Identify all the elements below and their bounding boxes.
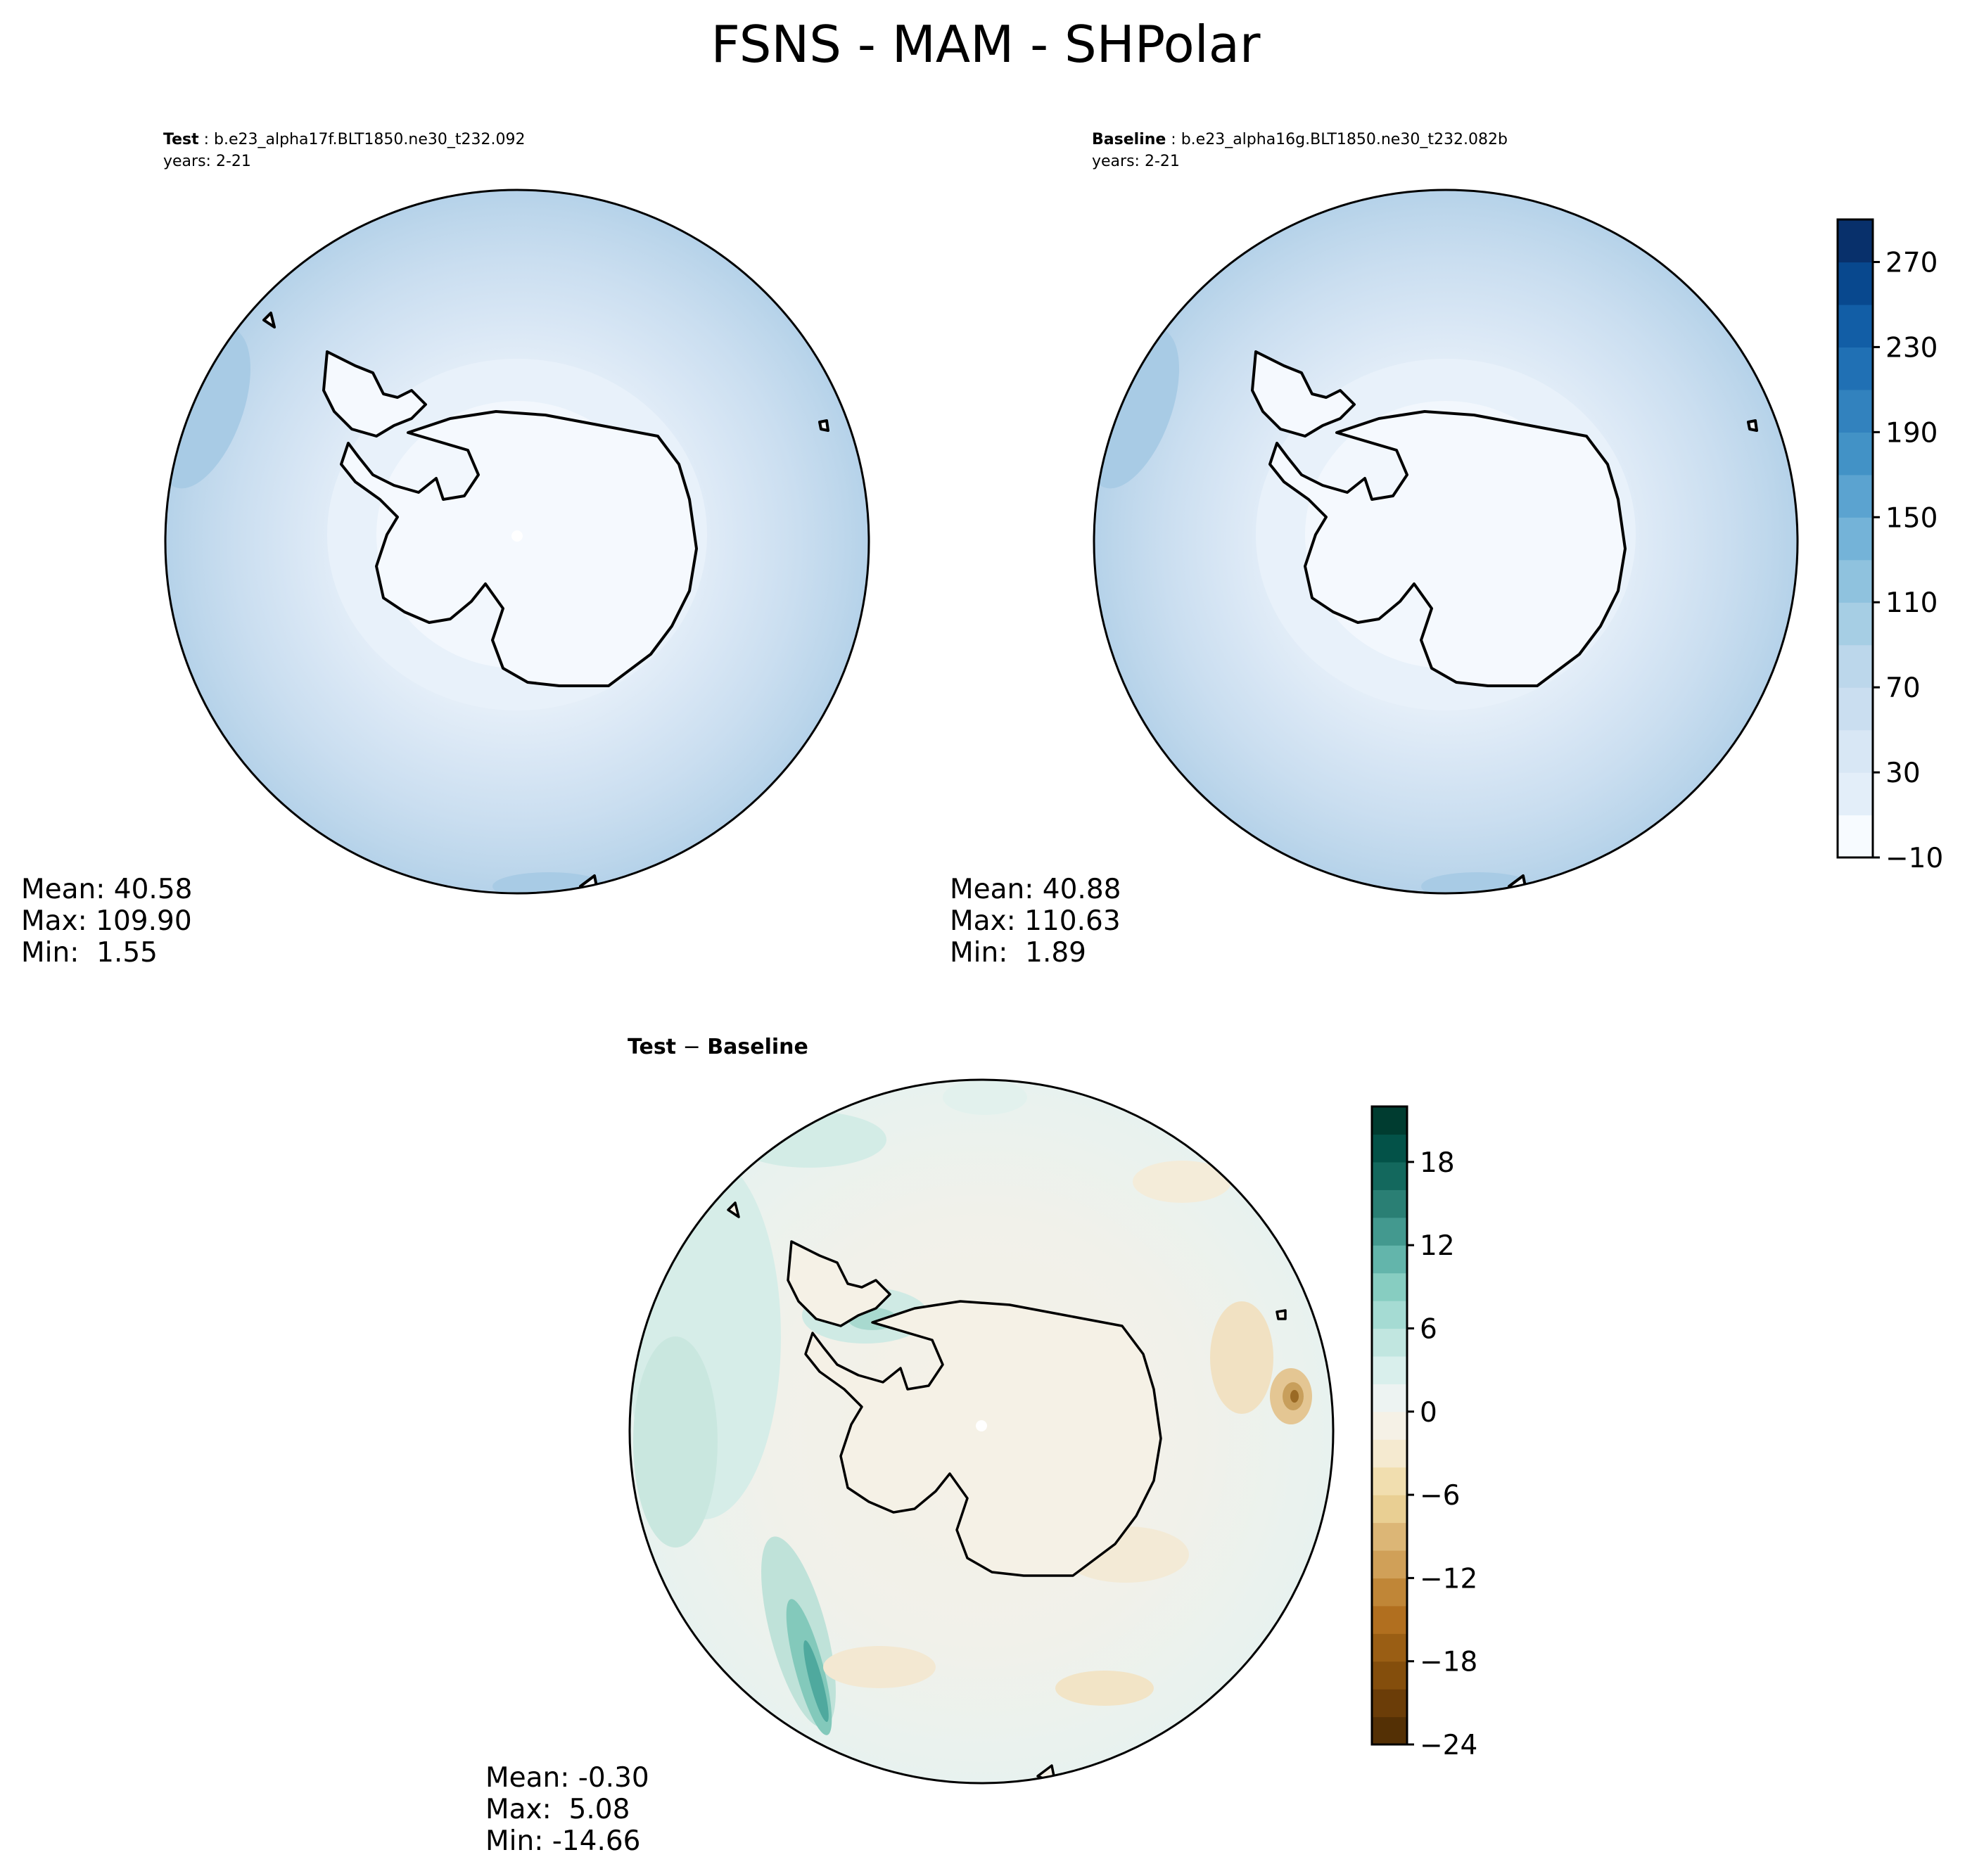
baseline-header: Baseline : b.e23_alpha16g.BLT1850.ne30_t…: [1092, 131, 1508, 148]
diff-title-baseline: Baseline: [707, 1035, 808, 1059]
baseline-years: years: 2-21: [1092, 153, 1180, 170]
colorbar-main-tick-label: 230: [1885, 332, 1938, 364]
diff-map-border: [628, 1078, 1335, 1785]
colorbar-diff-band: [1372, 1495, 1407, 1524]
colorbar-main-band: [1838, 262, 1873, 305]
colorbar-diff-band: [1372, 1134, 1407, 1163]
colorbar-main-tick-label: 270: [1885, 247, 1938, 279]
test-colon: :: [199, 131, 214, 148]
colorbar-diff-tick-label: −12: [1420, 1563, 1477, 1595]
colorbar-diff-ticks: 18 12 6 0 −6 −12 −18 −24: [1407, 1147, 1477, 1761]
colorbar-main-band: [1838, 389, 1873, 433]
diff-stat-min: Min: -14.66: [485, 1825, 640, 1857]
colorbar-main-tick-label: 110: [1885, 587, 1938, 619]
colorbar-main-band: [1838, 474, 1873, 518]
baseline-colon: :: [1166, 131, 1181, 148]
colorbar-main-band: [1838, 219, 1873, 263]
colorbar-main-tick-label: 190: [1885, 417, 1938, 449]
diff-map: [630, 1080, 1333, 1783]
colorbar-main-band: [1838, 559, 1873, 603]
colorbar-diff-tick-label: −24: [1420, 1730, 1477, 1761]
colorbar-main-band: [1838, 602, 1873, 646]
test-years: years: 2-21: [163, 153, 251, 170]
colorbar-diff-band: [1372, 1355, 1407, 1384]
colorbar-diff-band: [1372, 1633, 1407, 1662]
colorbar-diff-band: [1372, 1578, 1407, 1607]
colorbar-diff-band: [1372, 1550, 1407, 1578]
colorbar-main-ticks: 270 230 190 150 110 70 30 −10: [1873, 247, 1943, 874]
test-case-name: b.e23_alpha17f.BLT1850.ne30_t232.092: [214, 131, 525, 148]
colorbar-main-band: [1838, 304, 1873, 347]
colorbar-main-band: [1838, 687, 1873, 731]
colorbar-diff-frame: [1370, 1105, 1408, 1746]
colorbar-diff-tick-label: 18: [1420, 1147, 1455, 1179]
diff-title-sep: −: [676, 1035, 707, 1059]
colorbar-diff-band: [1372, 1439, 1407, 1468]
colorbar-diff-band: [1372, 1467, 1407, 1495]
colorbar-main-tick-label: 70: [1885, 672, 1921, 704]
colorbar-main-band: [1838, 729, 1873, 773]
test-stat-mean: Mean: 40.58: [21, 874, 192, 905]
colorbar-diff-band: [1372, 1301, 1407, 1329]
test-header: Test : b.e23_alpha17f.BLT1850.ne30_t232.…: [163, 131, 525, 148]
colorbar-main-band: [1838, 347, 1873, 390]
colorbar-main-band: [1838, 432, 1873, 476]
baseline-case-name: b.e23_alpha16g.BLT1850.ne30_t232.082b: [1181, 131, 1508, 148]
colorbar-diff-band: [1372, 1245, 1407, 1274]
colorbar-diff-tick-label: 0: [1420, 1397, 1437, 1429]
colorbar-diff-bands: [1372, 1106, 1407, 1745]
colorbar-main: 270 230 190 150 110 70 30 −10: [1836, 218, 1943, 874]
colorbar-diff-band: [1372, 1328, 1407, 1357]
colorbar-diff-tick-label: 12: [1420, 1230, 1455, 1262]
baseline-stat-min: Min: 1.89: [950, 937, 1086, 969]
colorbar-diff-band: [1372, 1161, 1407, 1190]
colorbar-diff-band: [1372, 1384, 1407, 1412]
colorbar-diff-band: [1372, 1272, 1407, 1301]
colorbar-diff-band: [1372, 1106, 1407, 1135]
test-stat-max: Max: 109.90: [21, 905, 192, 937]
colorbar-diff-band: [1372, 1689, 1407, 1718]
colorbar-diff-band: [1372, 1217, 1407, 1246]
colorbar-diff-band: [1372, 1716, 1407, 1745]
test-stat-min: Min: 1.55: [21, 937, 158, 969]
colorbar-main-band: [1838, 815, 1873, 858]
diff-stat-mean: Mean: -0.30: [485, 1762, 649, 1794]
colorbar-diff-band: [1372, 1522, 1407, 1551]
colorbar-main-tick-label: −10: [1885, 843, 1943, 874]
baseline-map-border: [1093, 189, 1799, 895]
colorbar-main-band: [1838, 644, 1873, 688]
test-map-border: [164, 189, 870, 895]
colorbar-main-band: [1838, 517, 1873, 561]
colorbar-main-band: [1838, 772, 1873, 816]
colorbar-diff-band: [1372, 1189, 1407, 1218]
baseline-panel: Baseline : b.e23_alpha16g.BLT1850.ne30_t…: [950, 131, 1799, 969]
colorbar-main-tick-label: 150: [1885, 502, 1938, 534]
colorbar-diff: 18 12 6 0 −6 −12 −18 −24: [1370, 1105, 1477, 1761]
colorbar-diff-band: [1372, 1411, 1407, 1440]
colorbar-main-bands: [1838, 219, 1873, 858]
colorbar-main-tick-label: 30: [1885, 758, 1921, 789]
baseline-map: [1094, 190, 1798, 893]
diff-title-test: Test: [628, 1035, 676, 1059]
colorbar-diff-band: [1372, 1661, 1407, 1690]
colorbar-diff-tick-label: −6: [1420, 1480, 1461, 1512]
colorbar-diff-tick-label: 6: [1420, 1313, 1437, 1345]
diff-panel: Test − Baseline: [485, 1035, 1335, 1857]
figure-title: FSNS - MAM - SHPolar: [711, 15, 1261, 74]
test-panel: Test : b.e23_alpha17f.BLT1850.ne30_t232.…: [21, 131, 870, 969]
colorbar-diff-tick-label: −18: [1420, 1647, 1477, 1678]
colorbar-diff-band: [1372, 1605, 1407, 1634]
baseline-stat-mean: Mean: 40.88: [950, 874, 1121, 905]
diff-title: Test − Baseline: [628, 1035, 808, 1059]
colorbar-main-frame: [1836, 218, 1874, 859]
diff-stat-max: Max: 5.08: [485, 1794, 630, 1825]
test-label: Test: [163, 131, 199, 148]
test-map: [165, 190, 869, 893]
baseline-stat-max: Max: 110.63: [950, 905, 1121, 937]
baseline-label: Baseline: [1092, 131, 1166, 148]
